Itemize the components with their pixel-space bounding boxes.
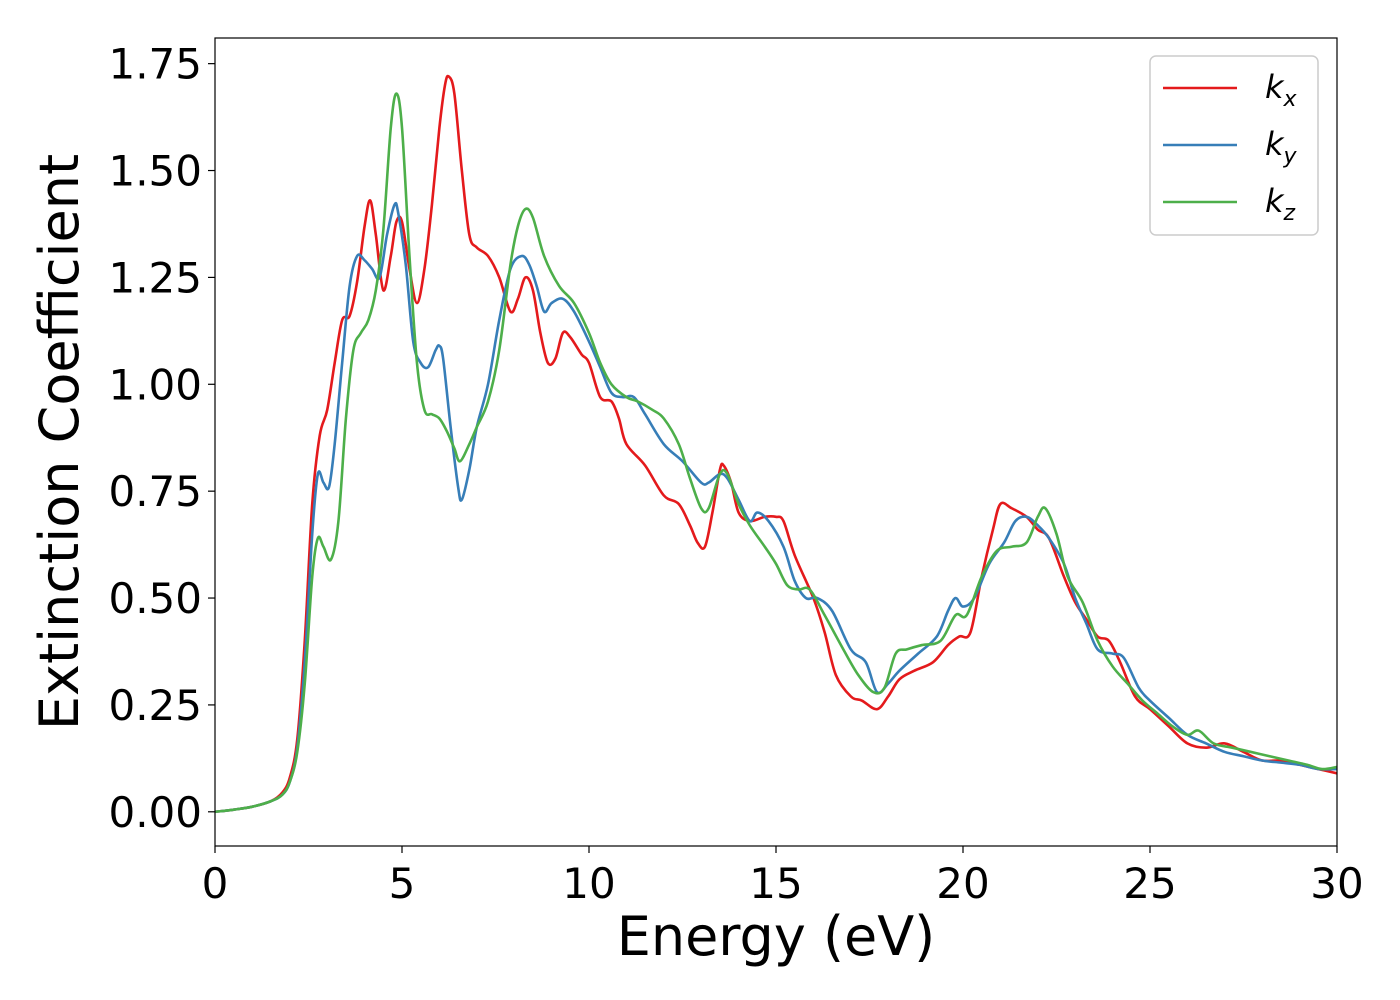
x-tick-label: 25	[1123, 859, 1176, 908]
y-tick-label: 0.50	[108, 574, 202, 623]
legend-label-subscript: z	[1283, 201, 1296, 226]
y-axis: 0.00 0.25 0.50 0.75 1.00 1.25 1.50 1.75	[108, 40, 215, 837]
legend-entry-label: kz	[1265, 182, 1296, 226]
y-tick-label: 1.25	[108, 253, 202, 302]
y-tick-label: 0.25	[108, 681, 202, 730]
series-line-k-z	[215, 92, 1337, 814]
y-tick-label: 1.50	[108, 147, 202, 196]
legend-entry-label: kx	[1265, 68, 1298, 112]
x-tick-label: 30	[1310, 859, 1363, 908]
y-tick-label: 1.75	[108, 40, 202, 89]
y-tick-label: 0.75	[108, 467, 202, 516]
y-tick-label: 0.00	[108, 788, 202, 837]
x-tick-label: 10	[562, 859, 615, 908]
x-axis-label: Energy (eV)	[617, 905, 936, 968]
x-tick-label: 5	[389, 859, 416, 908]
series-layer	[215, 74, 1337, 814]
x-tick-label: 0	[202, 859, 229, 908]
series-line-k-x	[215, 74, 1337, 814]
legend-label-subscript: y	[1283, 144, 1298, 169]
legend-label-base: k	[1265, 68, 1285, 106]
legend-label-base: k	[1265, 182, 1285, 220]
legend-label-base: k	[1265, 125, 1285, 163]
legend-label-subscript: x	[1283, 87, 1298, 112]
y-tick-label: 1.00	[108, 360, 202, 409]
x-axis: 0 5 10 15 20 25 30	[202, 846, 1364, 908]
legend-entry-label: ky	[1265, 125, 1298, 169]
x-tick-label: 15	[749, 859, 802, 908]
x-tick-label: 20	[936, 859, 989, 908]
y-axis-label: Extinction Coefficient	[28, 154, 91, 730]
series-line-k-y	[215, 201, 1337, 814]
